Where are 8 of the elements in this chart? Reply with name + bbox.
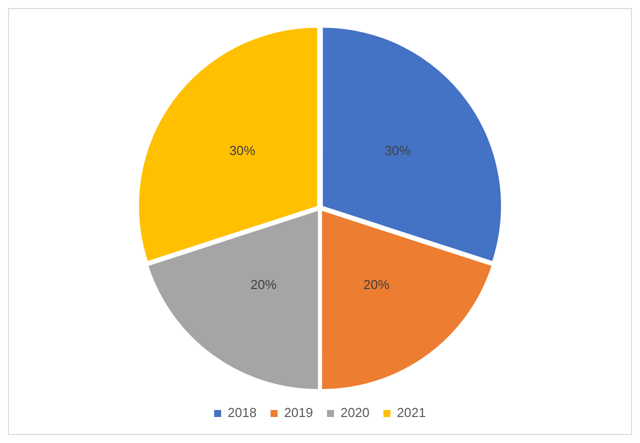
legend-label: 2018 [228, 405, 257, 420]
data-label: 20% [363, 277, 390, 292]
legend-label: 2020 [340, 405, 370, 420]
data-label: 30% [384, 143, 412, 158]
legend-label: 2019 [284, 405, 313, 420]
data-label: 20% [250, 277, 278, 292]
data-label: 30% [229, 143, 256, 158]
legend-label: 2021 [396, 405, 426, 420]
